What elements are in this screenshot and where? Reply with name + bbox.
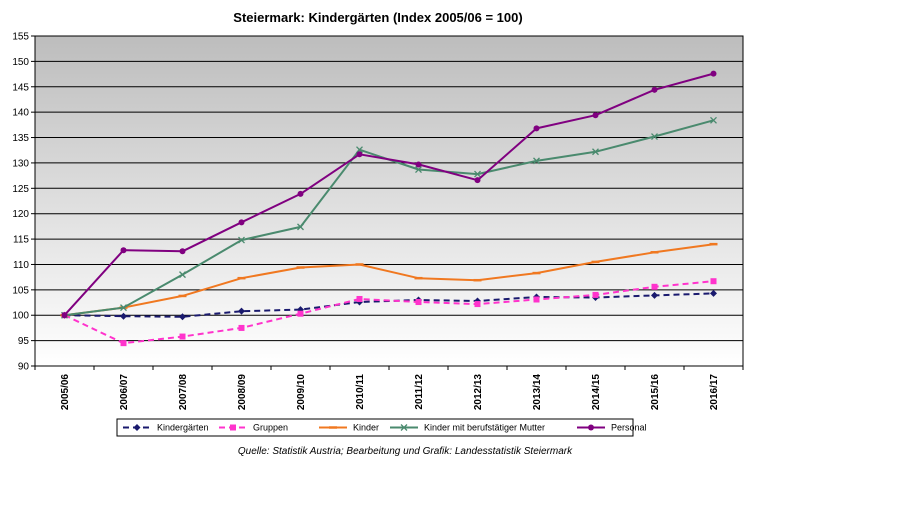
data-point xyxy=(592,291,599,298)
x-tick-label: 2015/16 xyxy=(650,374,661,411)
data-point xyxy=(651,291,658,299)
data-point xyxy=(297,190,304,197)
data-point xyxy=(533,296,540,303)
data-point xyxy=(710,278,717,285)
data-point xyxy=(651,86,658,93)
data-point xyxy=(533,157,540,165)
y-tick-label: 110 xyxy=(13,260,29,271)
data-point xyxy=(120,312,127,320)
y-tick-label: 120 xyxy=(12,209,29,220)
x-tick-label: 2012/13 xyxy=(473,374,484,411)
x-tick-label: 2005/06 xyxy=(60,374,71,411)
data-point xyxy=(415,299,422,306)
legend-label: Kinder xyxy=(353,423,379,433)
data-point xyxy=(297,310,304,317)
series-group xyxy=(60,70,718,347)
y-tick-label: 155 xyxy=(12,32,29,43)
legend: Kindergärten Gruppen Kinder Kinder mit beru… xyxy=(116,418,647,437)
data-point xyxy=(120,247,127,254)
x-tick-label: 2010/11 xyxy=(355,374,366,410)
data-point xyxy=(238,324,245,331)
y-tick-label: 140 xyxy=(12,108,29,119)
y-axis: 90 95 100 105 110 115 120 125 130 135 140 145 150 155 xyxy=(12,32,35,373)
series-gruppen xyxy=(61,278,717,347)
y-tick-label: 135 xyxy=(12,133,29,144)
data-point xyxy=(356,151,363,158)
data-point xyxy=(238,307,245,315)
data-point xyxy=(179,248,186,255)
data-point xyxy=(415,166,422,173)
data-point xyxy=(474,170,481,178)
data-point xyxy=(179,271,186,279)
x-tick-label: 2009/10 xyxy=(296,374,307,411)
x-tick-label: 2007/08 xyxy=(178,374,189,411)
data-point xyxy=(592,148,599,156)
grid-lines xyxy=(35,60,743,342)
y-tick-label: 150 xyxy=(12,57,29,68)
x-tick-label: 2016/17 xyxy=(709,374,720,411)
x-tick-label: 2011/12 xyxy=(414,374,425,410)
data-point xyxy=(588,424,594,431)
data-point xyxy=(474,177,481,184)
data-point xyxy=(297,223,304,231)
series-line xyxy=(64,243,714,317)
data-point xyxy=(651,283,658,290)
series-kinder xyxy=(60,242,718,317)
x-tick-label: 2013/14 xyxy=(532,374,543,411)
data-point xyxy=(133,424,141,431)
x-tick-label: 2008/09 xyxy=(237,374,248,411)
legend-label: Kindergärten xyxy=(157,423,209,433)
data-point xyxy=(651,133,658,140)
y-tick-label: 125 xyxy=(12,184,29,195)
series-personal xyxy=(61,70,717,319)
data-point xyxy=(120,340,127,347)
data-point xyxy=(415,161,422,168)
x-tick-label: 2006/07 xyxy=(119,374,130,411)
data-point xyxy=(356,295,363,302)
series-line xyxy=(63,72,714,316)
legend-label: Personal xyxy=(611,423,647,433)
data-point xyxy=(179,313,186,321)
data-point xyxy=(230,424,236,431)
chart-title: Steiermark: Kindergärten (Index 2005/06 … xyxy=(233,10,522,25)
data-point xyxy=(238,236,245,244)
source-note: Quelle: Statistik Austria; Bearbeitung u… xyxy=(237,446,573,457)
data-point xyxy=(710,70,717,77)
y-tick-label: 95 xyxy=(18,336,30,347)
y-tick-label: 115 xyxy=(13,235,29,246)
data-point xyxy=(592,112,599,119)
plot-area xyxy=(34,35,744,367)
x-axis: 2005/06 2006/07 2007/08 2008/09 2009/10 2010/… xyxy=(34,366,744,411)
legend-label: Gruppen xyxy=(253,423,288,433)
y-tick-label: 100 xyxy=(12,311,29,322)
x-tick-label: 2014/15 xyxy=(591,374,602,411)
data-point xyxy=(120,304,127,312)
data-point xyxy=(61,312,68,319)
data-point xyxy=(238,219,245,226)
y-tick-label: 90 xyxy=(18,362,30,373)
y-tick-label: 105 xyxy=(12,285,29,296)
data-point xyxy=(533,125,540,132)
legend-label: Kinder mit berufstätiger Mutter xyxy=(424,423,545,433)
data-point xyxy=(710,116,717,124)
data-point xyxy=(474,301,481,308)
y-tick-label: 145 xyxy=(12,82,29,93)
series-line xyxy=(64,280,714,345)
data-point xyxy=(179,333,186,340)
data-point xyxy=(356,146,363,154)
y-tick-label: 130 xyxy=(12,158,29,169)
data-point xyxy=(400,424,408,431)
legend-box xyxy=(116,418,634,437)
data-point xyxy=(710,289,717,297)
